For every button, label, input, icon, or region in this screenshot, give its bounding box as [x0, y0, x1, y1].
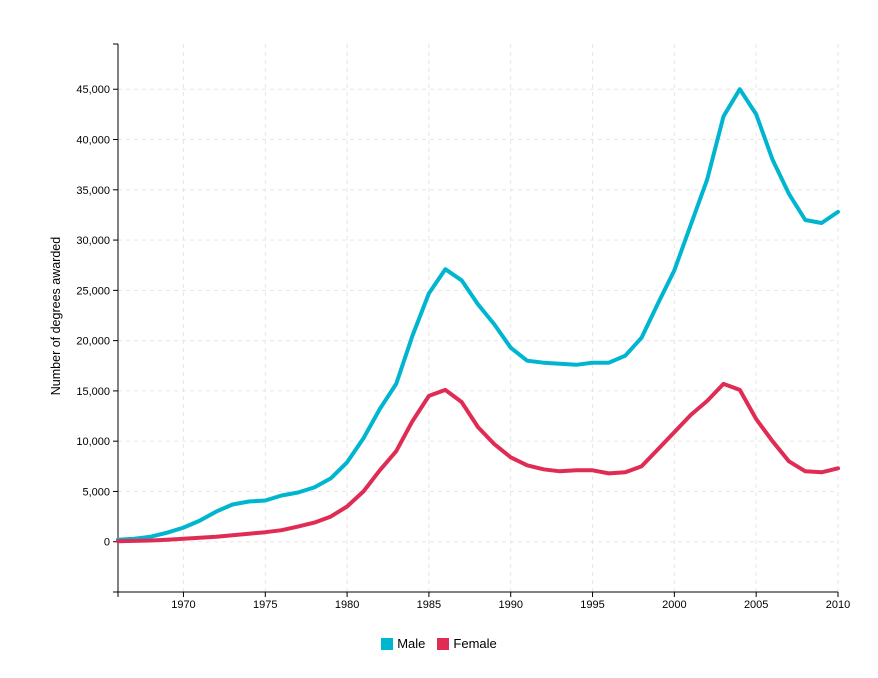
- x-tick-label: 1985: [417, 599, 441, 611]
- legend-label-female: Female: [453, 636, 497, 651]
- y-axis-title: Number of degrees awarded: [49, 237, 63, 395]
- series-lines: [116, 87, 840, 544]
- x-tick-label: 2005: [744, 599, 768, 611]
- y-tick-label: 30,000: [76, 235, 110, 247]
- y-tick-label: 10,000: [76, 436, 110, 448]
- legend-swatch-male: [381, 637, 394, 650]
- x-tick-label: 1970: [171, 599, 195, 611]
- legend-item-male[interactable]: Male: [381, 636, 425, 651]
- y-tick-label: 20,000: [76, 336, 110, 348]
- y-tick-label: 15,000: [76, 386, 110, 398]
- legend-label-male: Male: [397, 636, 426, 651]
- y-tick-label: 45,000: [76, 84, 110, 96]
- y-tick-label: 25,000: [76, 285, 110, 297]
- x-tick-label: 1980: [335, 599, 359, 611]
- x-tick-label: 1995: [580, 599, 604, 611]
- axes: [117, 44, 838, 593]
- legend-swatch-female: [437, 637, 450, 650]
- x-tick-label: 1975: [253, 599, 277, 611]
- x-tick-label: 1990: [498, 599, 522, 611]
- series-line-female[interactable]: [116, 381, 840, 544]
- y-tick-label: 35,000: [76, 185, 110, 197]
- y-tick-label: 0: [104, 537, 110, 549]
- series-line-male[interactable]: [116, 87, 840, 542]
- legend-item-female[interactable]: Female: [437, 636, 497, 651]
- gridlines: [118, 44, 839, 592]
- legend: Male Female: [0, 636, 878, 651]
- tick-labels: 0 5,000 10,000 15,000 20,000 25,000 30,000 35,0…: [76, 43, 850, 611]
- y-tick-label: 40,000: [76, 135, 110, 147]
- x-tick-label: 2000: [662, 599, 686, 611]
- y-tick-label: 5,000: [82, 486, 110, 498]
- x-tick-label: 2010: [826, 599, 850, 611]
